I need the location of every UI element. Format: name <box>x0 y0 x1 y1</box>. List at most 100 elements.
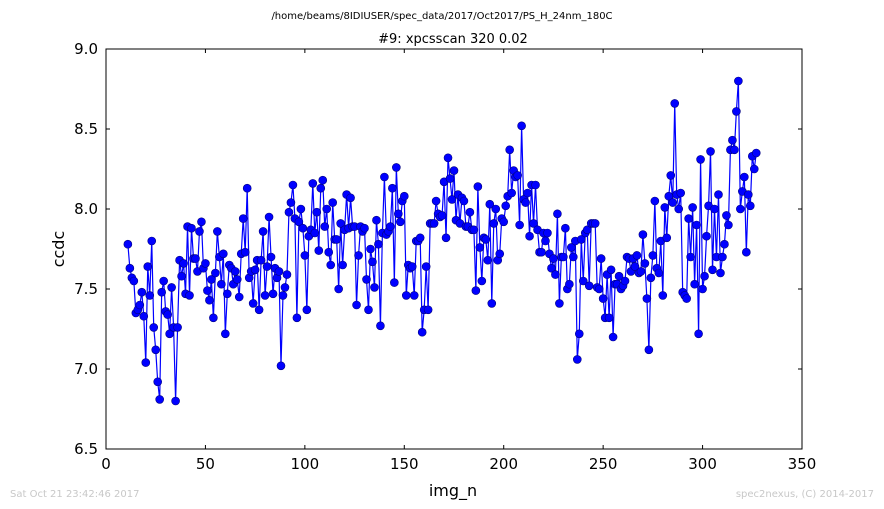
data-point <box>517 121 526 131</box>
data-point <box>248 299 258 308</box>
data-point <box>549 254 558 263</box>
data-point <box>386 222 395 231</box>
data-point <box>390 278 399 287</box>
data-point <box>751 148 761 158</box>
data-point <box>559 252 568 262</box>
data-point <box>483 255 493 265</box>
data-point <box>334 284 343 294</box>
y-tick-label: 7.0 <box>74 360 98 378</box>
data-point <box>596 254 606 263</box>
data-point <box>574 329 584 339</box>
data-point <box>551 270 560 279</box>
data-point <box>531 180 540 190</box>
data-point <box>561 223 570 233</box>
data-point <box>714 190 723 199</box>
data-point <box>417 327 427 337</box>
data-point <box>292 313 302 323</box>
data-point <box>632 251 642 260</box>
data-point <box>477 276 487 286</box>
data-point <box>238 214 248 223</box>
data-point <box>690 279 699 289</box>
data-point <box>320 222 330 231</box>
x-tick-label: 150 <box>390 455 419 473</box>
x-tick-label: 100 <box>291 455 320 473</box>
data-point <box>242 183 252 193</box>
plot-frame <box>105 48 803 450</box>
data-point <box>423 305 433 315</box>
data-point <box>207 275 216 284</box>
data-point <box>654 268 664 278</box>
data-point <box>620 276 630 286</box>
data-point <box>465 207 475 217</box>
data-point <box>543 228 552 238</box>
data-point <box>688 203 697 212</box>
data-point <box>396 217 405 227</box>
data-point <box>280 283 290 292</box>
data-point <box>332 235 341 244</box>
data-point <box>232 275 242 284</box>
data-point <box>499 217 509 227</box>
data-point <box>642 294 652 303</box>
data-point <box>211 268 220 278</box>
data-point <box>736 204 745 214</box>
data-point <box>567 243 576 252</box>
data-point <box>250 265 260 275</box>
data-point <box>590 219 600 228</box>
y-tick-label: 9.0 <box>74 40 98 58</box>
data-point <box>676 188 686 198</box>
data-point <box>284 207 294 217</box>
data-point <box>734 76 743 86</box>
data-point <box>179 259 188 268</box>
data-point <box>515 220 524 230</box>
data-point <box>278 291 288 300</box>
data-point <box>431 196 441 206</box>
data-point <box>648 251 658 260</box>
data-point <box>230 267 240 276</box>
data-point <box>650 196 660 206</box>
data-point <box>636 267 646 276</box>
data-point <box>139 311 149 321</box>
data-point <box>449 166 459 175</box>
data-point <box>360 223 369 233</box>
data-point <box>553 209 562 219</box>
data-point <box>209 313 218 323</box>
data-point <box>565 279 574 289</box>
data-point <box>288 180 298 190</box>
data-point <box>366 244 375 254</box>
data-point <box>694 329 703 339</box>
data-point <box>282 270 292 279</box>
data-point <box>489 219 499 228</box>
data-point <box>429 219 439 228</box>
y-tick-label: 8.5 <box>74 120 98 138</box>
data-point <box>594 284 604 294</box>
data-point <box>125 263 135 273</box>
data-point <box>201 259 210 268</box>
data-point <box>604 313 614 323</box>
data-point <box>155 395 164 404</box>
data-point <box>749 164 759 174</box>
data-point <box>692 220 701 230</box>
x-tick-label: 0 <box>101 455 111 473</box>
data-point <box>380 172 389 182</box>
data-point <box>298 223 308 233</box>
data-point <box>491 204 501 214</box>
x-tick-label: 300 <box>688 455 717 473</box>
data-point <box>547 263 556 273</box>
data-point <box>234 292 244 302</box>
data-point <box>221 329 230 339</box>
x-tick-label: 350 <box>788 455 817 473</box>
plot-area: 0 50 100 150 200 250 300 350 6.5 7.0 7.5 8.0 8.5 9.0 <box>74 40 816 473</box>
data-point <box>662 233 672 243</box>
data-point <box>523 188 532 198</box>
data-point <box>310 228 320 238</box>
data-point <box>660 203 670 212</box>
data-point <box>392 163 401 172</box>
data-point <box>576 235 586 244</box>
data-point <box>745 201 755 211</box>
data-point <box>157 287 166 297</box>
data-point <box>203 286 212 295</box>
data-point <box>572 355 582 364</box>
data-point <box>644 345 654 355</box>
data-point <box>256 255 266 265</box>
data-point <box>732 107 741 116</box>
